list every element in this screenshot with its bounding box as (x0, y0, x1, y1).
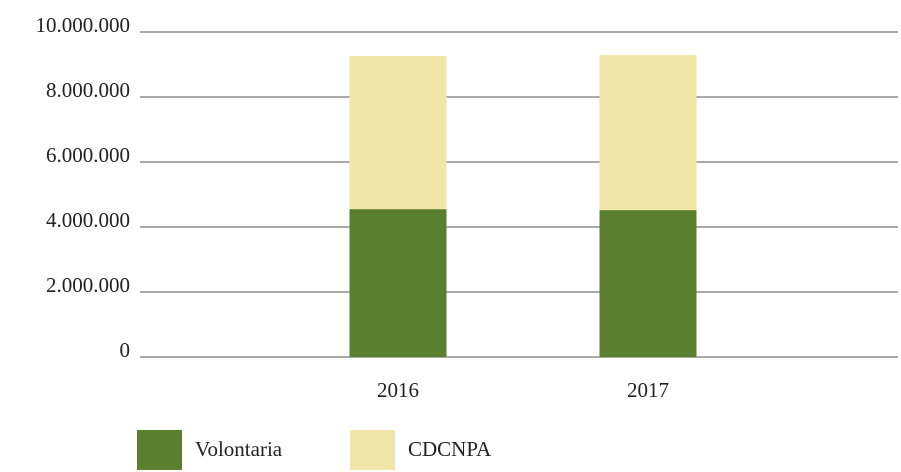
legend-swatch (137, 430, 182, 470)
bar-segment (349, 209, 447, 357)
legend-label: Volontaria (195, 437, 283, 461)
y-tick-label: 8.000.000 (46, 78, 130, 102)
y-tick-label: 0 (120, 338, 131, 362)
y-tick-label: 4.000.000 (46, 208, 130, 232)
bar-segment (599, 55, 697, 211)
x-tick-label: 2016 (377, 378, 419, 402)
y-tick-label: 10.000.000 (36, 13, 131, 37)
x-tick-label: 2017 (627, 378, 669, 402)
y-tick-label: 6.000.000 (46, 143, 130, 167)
bar-segment (349, 56, 447, 210)
legend-swatch (350, 430, 395, 470)
y-tick-label: 2.000.000 (46, 273, 130, 297)
legend-label: CDCNPA (408, 437, 492, 461)
bar-segment (599, 210, 697, 357)
